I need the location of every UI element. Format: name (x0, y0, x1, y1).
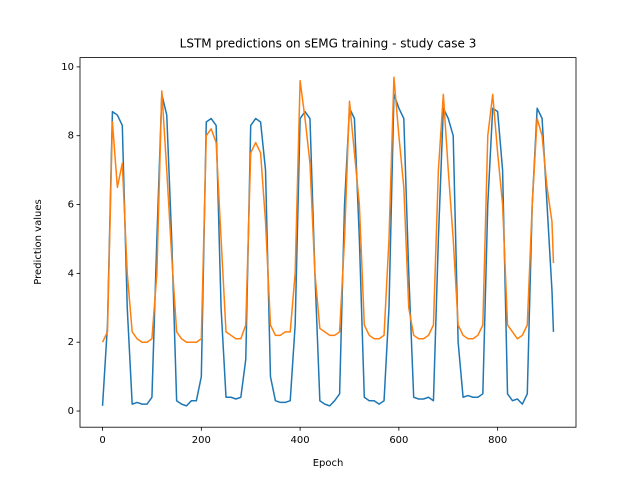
y-axis-label: Prediction values (33, 199, 44, 284)
y-tick-label: 6 (68, 200, 74, 211)
data-line (101, 76, 555, 343)
chart-title: LSTM predictions on sEMG training - stud… (180, 37, 477, 51)
x-tick-label: 800 (488, 435, 507, 446)
y-tick-label: 8 (68, 131, 74, 142)
data-line (101, 93, 555, 407)
x-axis-label: Epoch (313, 458, 344, 469)
x-tick-label: 600 (389, 435, 408, 446)
plot-frame (79, 57, 577, 428)
x-tick-label: 200 (192, 435, 211, 446)
y-tick-label: 0 (68, 406, 74, 417)
x-tick-label: 400 (291, 435, 310, 446)
y-tick-label: 4 (68, 268, 74, 279)
x-tick-label: 0 (99, 435, 105, 446)
y-tick-label: 10 (61, 62, 74, 73)
y-tick-label: 2 (68, 337, 74, 348)
